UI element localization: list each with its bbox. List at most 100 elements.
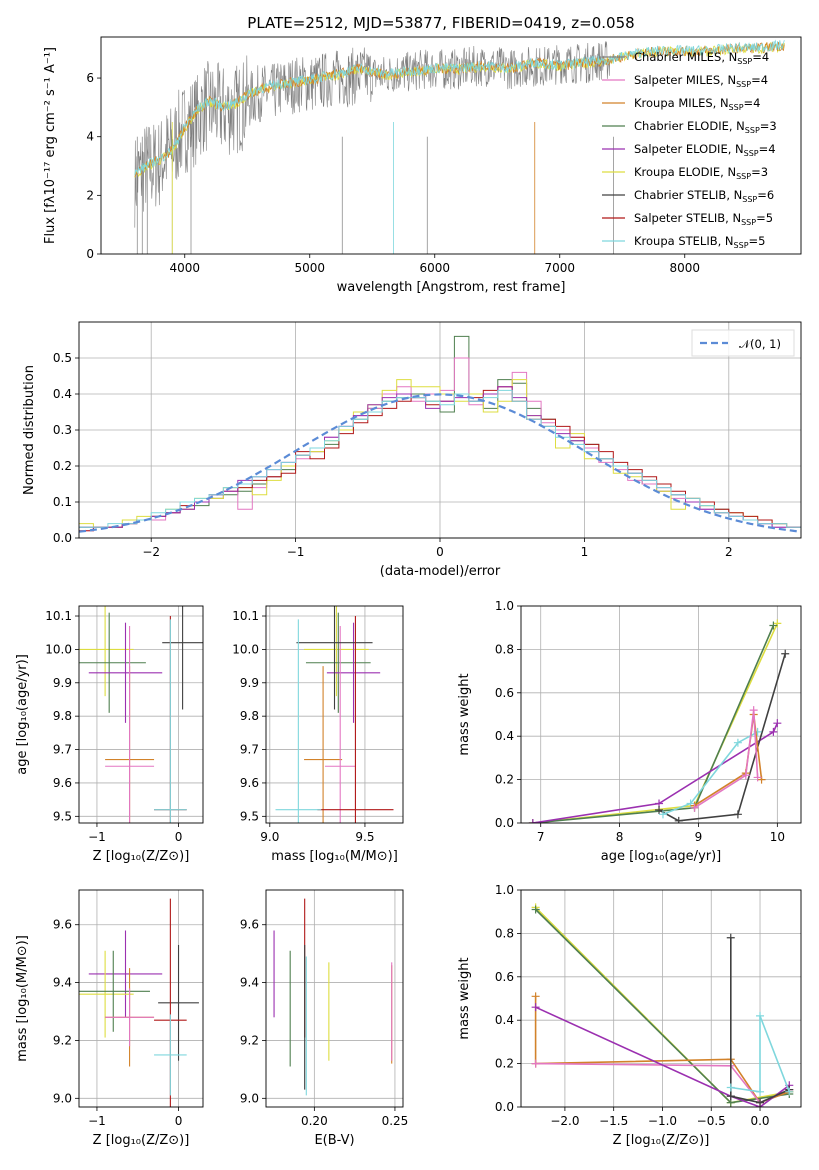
y-tick-label: 0.6 xyxy=(495,686,514,700)
y-tick-label: 9.7 xyxy=(240,743,259,757)
legend-label: Chabrier STELIB, N xyxy=(634,188,742,202)
y-tick-label: 0.4 xyxy=(53,387,72,401)
mass-vs-z-plot: −1 0 9.0 9.2 9.4 9.6 Z [log₁₀(Z/Z⊙)] mass [log₁… xyxy=(15,889,204,1148)
x-tick-label: 7000 xyxy=(544,261,575,275)
data-trace xyxy=(134,41,611,228)
x-tick-label: 0.20 xyxy=(301,1114,328,1128)
weight-marker xyxy=(753,773,762,782)
legend-sub: SSP xyxy=(737,57,752,66)
weight-line xyxy=(532,623,779,823)
legend-sub: SSP xyxy=(744,149,759,158)
axes-frame xyxy=(100,36,802,255)
legend-label: Kroupa MILES, N xyxy=(634,96,729,110)
y-tick-label: 9.6 xyxy=(240,776,259,790)
y-tick-label: 9.4 xyxy=(240,976,259,990)
y-tick-label: 9.9 xyxy=(240,676,259,690)
weight-line xyxy=(658,653,786,822)
legend-n: =6 xyxy=(757,188,774,202)
weight-marker xyxy=(773,719,782,728)
legend-entry: Chabrier STELIB, NSSP=6 xyxy=(634,188,774,204)
weight-marker xyxy=(528,819,537,823)
legend-label: Salpeter ELODIE, N xyxy=(634,142,744,156)
legend-entry: Kroupa STELIB, NSSP=5 xyxy=(634,234,765,250)
x-tick-label: 9 xyxy=(695,830,703,844)
legend-label: Kroupa ELODIE, N xyxy=(634,165,736,179)
weight-line xyxy=(730,937,790,1104)
y-tick-label: 0.0 xyxy=(495,816,514,830)
weight-marker xyxy=(785,1087,794,1096)
weight-marker xyxy=(726,1083,735,1092)
x-tick-label: −1.5 xyxy=(599,1114,628,1128)
x-tick-label: −2 xyxy=(142,545,160,559)
weight-line xyxy=(532,722,779,823)
y-tick-label: 0.0 xyxy=(495,1100,514,1114)
y-axis-label: mass weight xyxy=(457,673,472,755)
x-axis-label: Z [log₁₀(Z/Z⊙)] xyxy=(93,849,190,864)
axes-frame xyxy=(265,889,404,1108)
model-trace xyxy=(134,39,785,176)
x-axis-label: E(B-V) xyxy=(314,1133,354,1148)
y-tick-label: 6 xyxy=(86,71,94,85)
weight-marker xyxy=(741,771,750,780)
residual-histogram-plot: −2 −1 0 1 2 0.0 0.1 0.2 0.3 0.4 0.5 (data-model)/er… xyxy=(22,321,802,579)
legend-label: 𝒩(0, 1) xyxy=(739,337,781,351)
y-tick-label: 9.5 xyxy=(240,809,259,823)
x-tick-label: 6000 xyxy=(419,261,450,275)
legend-entry: Kroupa MILES, NSSP=4 xyxy=(634,96,760,112)
plot-area xyxy=(79,335,801,533)
plot-area xyxy=(79,606,203,823)
x-tick-label: −1 xyxy=(88,830,106,844)
y-tick-label: 9.0 xyxy=(240,1091,259,1105)
x-axis-label: wavelength [Angstrom, rest frame] xyxy=(337,280,566,295)
legend-entry: Salpeter ELODIE, NSSP=4 xyxy=(634,142,776,158)
y-tick-label: 10.1 xyxy=(232,609,259,623)
legend-entry: Salpeter STELIB, NSSP=5 xyxy=(634,211,773,227)
x-tick-label: 0 xyxy=(175,830,183,844)
axes-frame xyxy=(265,605,404,824)
legend-label: Salpeter STELIB, N xyxy=(634,211,741,225)
x-tick-label: 9.0 xyxy=(260,830,279,844)
model-trace xyxy=(134,41,785,177)
x-tick-label: 8 xyxy=(616,830,624,844)
x-tick-label: 7 xyxy=(537,830,545,844)
legend-sub: SSP xyxy=(734,241,749,250)
y-tick-label: 0.8 xyxy=(495,642,514,656)
y-tick-label: 9.2 xyxy=(240,1033,259,1047)
y-tick-label: 0.3 xyxy=(53,423,72,437)
x-tick-label: 10 xyxy=(770,830,785,844)
legend-entry: Chabrier MILES, NSSP=4 xyxy=(634,50,769,66)
x-axis-label: Z [log₁₀(Z/Z⊙)] xyxy=(613,1133,710,1148)
x-axis-label: mass [log₁₀(M/M⊙)] xyxy=(271,849,398,864)
x-tick-label: 0 xyxy=(175,1114,183,1128)
y-tick-label: 0.4 xyxy=(495,729,514,743)
y-tick-label: 9.7 xyxy=(53,743,72,757)
legend-n: =5 xyxy=(756,211,773,225)
weight-vs-age-plot: 7 8 9 10 0.0 0.2 0.4 0.6 0.8 1.0 age [log₁₀(age/yr… xyxy=(457,599,802,864)
axes-frame xyxy=(520,605,802,824)
axes-frame xyxy=(520,889,802,1108)
x-axis-label: (data-model)/error xyxy=(380,564,501,579)
y-tick-label: 9.4 xyxy=(53,976,72,990)
legend-sub: SSP xyxy=(736,80,751,89)
axes-frame xyxy=(78,889,204,1108)
x-tick-label: 1 xyxy=(581,545,589,559)
weight-marker xyxy=(690,803,699,812)
y-tick-label: 0.5 xyxy=(53,351,72,365)
gaussian-curve xyxy=(79,393,801,533)
weight-marker xyxy=(756,1011,765,1020)
legend-entry: Kroupa ELODIE, NSSP=3 xyxy=(634,165,768,181)
axes-frame xyxy=(78,605,204,824)
plot-area xyxy=(273,898,393,1096)
y-tick-label: 9.6 xyxy=(53,776,72,790)
y-tick-label: 0.0 xyxy=(53,531,72,545)
weight-marker xyxy=(658,810,667,819)
y-tick-label: 1.0 xyxy=(495,599,514,613)
weight-marker xyxy=(733,810,742,819)
legend-n: =4 xyxy=(751,73,768,87)
y-axis-label: Flux [fλ10⁻¹⁷ erg cm⁻² s⁻¹ A⁻¹] xyxy=(43,47,58,244)
weight-marker xyxy=(781,649,790,658)
weight-vs-z-plot: −2.0 −1.5 −1.0 −0.5 0.0 0.0 0.2 0.4 0.6 0.8 1.0 Z [… xyxy=(457,883,802,1148)
weight-marker xyxy=(531,1059,540,1068)
